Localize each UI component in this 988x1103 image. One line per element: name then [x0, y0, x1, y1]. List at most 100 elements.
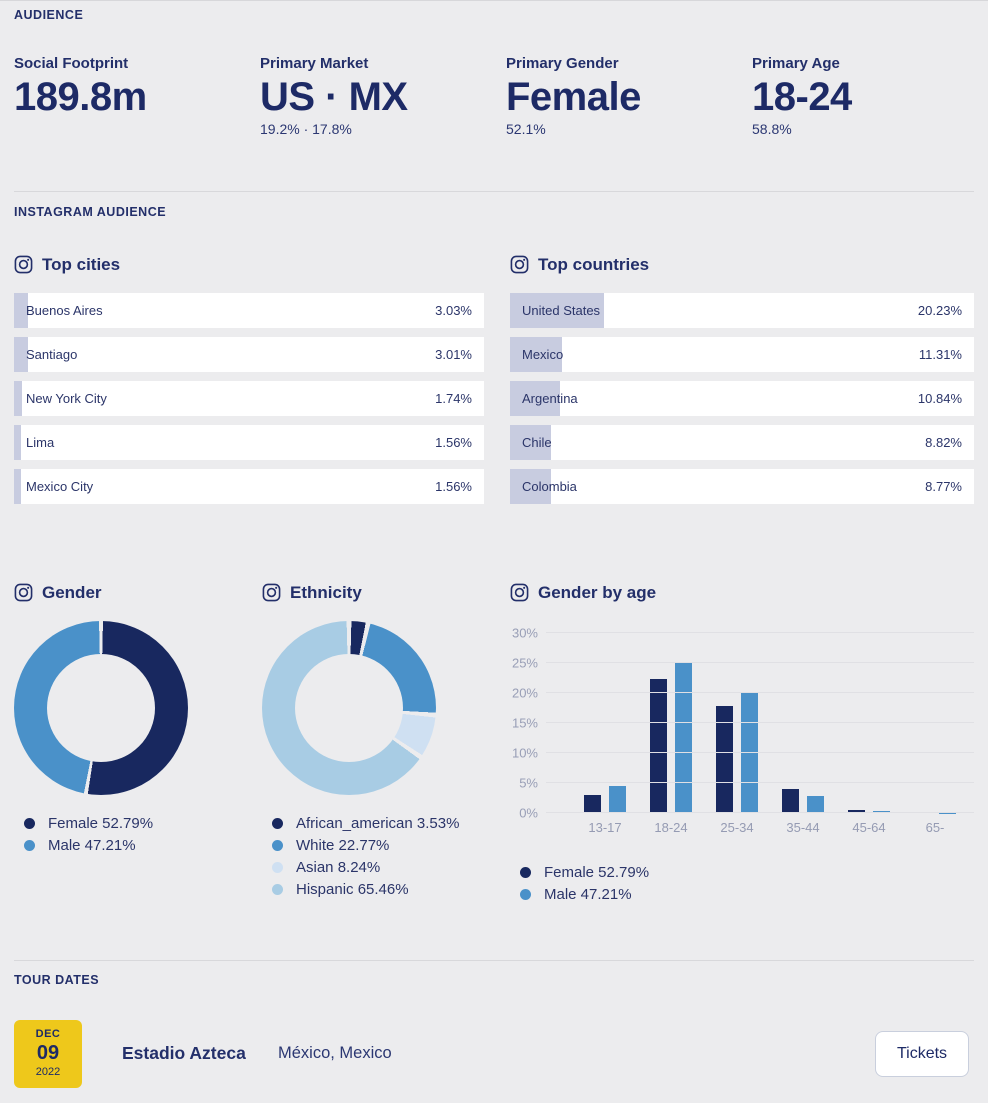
stat-sub [14, 121, 260, 138]
bar-list-row: United States 20.23% [510, 292, 974, 328]
ethnicity-donut-chart [262, 620, 436, 795]
bar-category-label: Colombia [522, 478, 577, 494]
legend-label: Male 47.21% [544, 886, 632, 904]
bar-list-row: Santiago 3.01% [14, 336, 484, 372]
x-axis-tick-label: 35-44 [786, 819, 820, 835]
bar-category-label: Santiago [26, 346, 78, 362]
bar-male [807, 796, 824, 813]
x-axis-tick-label: 18-24 [654, 819, 688, 835]
top-cities-list: Buenos Aires 3.03% Santiago 3.01% New York C… [14, 292, 484, 504]
y-axis-tick-label: 20% [511, 685, 538, 701]
bar-value-label: 1.56% [435, 478, 472, 494]
bar-fill-segment [510, 468, 551, 504]
bar-value-label: 10.84% [917, 390, 962, 406]
tour-date-day: 09 [36, 1042, 60, 1065]
stat-value: Female [506, 75, 641, 119]
x-axis-tick-label: 13-17 [588, 819, 622, 835]
stat-primary-gender: Primary Gender Female 52.1% [506, 55, 752, 138]
stat-value: 189.8m [14, 75, 147, 119]
chart-title: Top countries [538, 254, 650, 274]
bar-female [716, 706, 733, 813]
x-axis-tick-label: 45-64 [852, 819, 886, 835]
bar-fill-segment [510, 292, 604, 328]
legend-label: Hispanic 65.46% [296, 881, 409, 899]
bar-list-row: Mexico City 1.56% [14, 468, 484, 504]
instagram-icon [14, 583, 33, 602]
bar-fill-segment [14, 380, 23, 416]
bar-fill-segment [510, 336, 563, 372]
grid-line [546, 631, 974, 633]
stat-primary-age: Primary Age 18-24 58.8% [752, 55, 988, 138]
bar-category-label: Mexico [522, 346, 564, 362]
chart-title: Gender by age [538, 582, 657, 602]
y-axis-tick-label: 25% [511, 655, 538, 671]
bar-list-row: New York City 1.74% [14, 380, 484, 416]
gender-by-age-chart: Gender by age 0% 5% 10% 15% 20% 25% 30% 13-17 1… [510, 583, 974, 906]
bar-value-label: 8.77% [925, 478, 962, 494]
bar-value-label: 1.74% [435, 390, 472, 406]
stat-label: Primary Market [260, 55, 369, 72]
legend-item: African_american 3.53% [272, 813, 510, 835]
stat-sub: 52.1% [506, 120, 546, 137]
gender-chart: Gender Female 52.79% Male 47.21% [14, 583, 262, 906]
audience-stats: Social Footprint 189.8m Primary Market U… [14, 55, 974, 138]
stat-label: Primary Gender [506, 55, 619, 72]
bar-value-label: 1.56% [435, 434, 472, 450]
y-axis-tick-label: 5% [519, 775, 538, 791]
chart-title: Top cities [42, 254, 121, 274]
bar-list-row: Argentina 10.84% [510, 380, 974, 416]
bar-female [782, 789, 799, 813]
legend-dot [272, 818, 283, 830]
legend-dot [272, 884, 283, 896]
bar-category-label: Buenos Aires [26, 302, 103, 318]
bar-category-label: Chile [522, 434, 552, 450]
y-axis-tick-label: 30% [511, 625, 538, 641]
grid-line [546, 811, 974, 813]
age-legend: Female 52.79% Male 47.21% [510, 862, 974, 906]
top-cities-chart: Top cities Buenos Aires 3.03% Santiago 3.01… [14, 255, 484, 504]
bar-fill-segment [14, 468, 22, 504]
bar-male [675, 662, 692, 813]
stat-label: Social Footprint [14, 55, 129, 72]
age-group [638, 633, 704, 813]
tour-venue-name: Estadio Azteca [122, 1043, 246, 1064]
y-axis-tick-label: 15% [511, 715, 538, 731]
bar-list-row: Colombia 8.77% [510, 468, 974, 504]
age-group [836, 633, 902, 813]
tour-date-year: 2022 [35, 1066, 61, 1079]
top-countries-list: United States 20.23% Mexico 11.31% Argentina… [510, 292, 974, 504]
stat-sub: 58.8% [752, 120, 792, 137]
bar-fill-segment [510, 424, 551, 460]
tour-section-title: TOUR DATES [14, 972, 100, 987]
bar-value-label: 3.03% [435, 302, 472, 318]
stat-value: 18-24 [752, 75, 852, 119]
age-x-axis: 13-17 18-24 25-34 35-44 45-64 65- [546, 820, 974, 835]
x-axis-tick-label: 65- [925, 819, 945, 835]
bar-category-label: United States [522, 302, 601, 318]
legend-label: Male 47.21% [48, 837, 136, 855]
stat-sub: 19.2% · 17.8% [260, 120, 352, 137]
bar-value-label: 8.82% [925, 434, 962, 450]
legend-dot [24, 818, 35, 830]
x-axis-tick-label: 25-34 [720, 819, 754, 835]
ethnicity-chart: Ethnicity African_american 3.53% White 22… [262, 583, 510, 906]
legend-dot [24, 840, 35, 852]
y-axis-tick-label: 10% [511, 745, 538, 761]
bar-fill-segment [510, 380, 561, 416]
legend-dot [520, 889, 531, 901]
bar-male [741, 692, 758, 813]
legend-dot [272, 840, 283, 852]
grid-line [546, 661, 974, 663]
tickets-button[interactable]: Tickets [875, 1030, 969, 1077]
bar-male [609, 786, 626, 813]
age-group [704, 633, 770, 813]
instagram-icon [510, 255, 529, 274]
bar-value-label: 11.31% [918, 346, 962, 362]
tour-dates-section: TOUR DATES DEC 09 2022 Estadio Azteca México… [0, 961, 988, 1088]
instagram-icon [510, 583, 529, 602]
divider [14, 190, 974, 192]
stat-value: US · MX [260, 75, 408, 119]
instagram-icon [14, 255, 33, 274]
age-plot-area: 0% 5% 10% 15% 20% 25% 30% [512, 625, 974, 820]
legend-label: Female 52.79% [544, 864, 650, 882]
